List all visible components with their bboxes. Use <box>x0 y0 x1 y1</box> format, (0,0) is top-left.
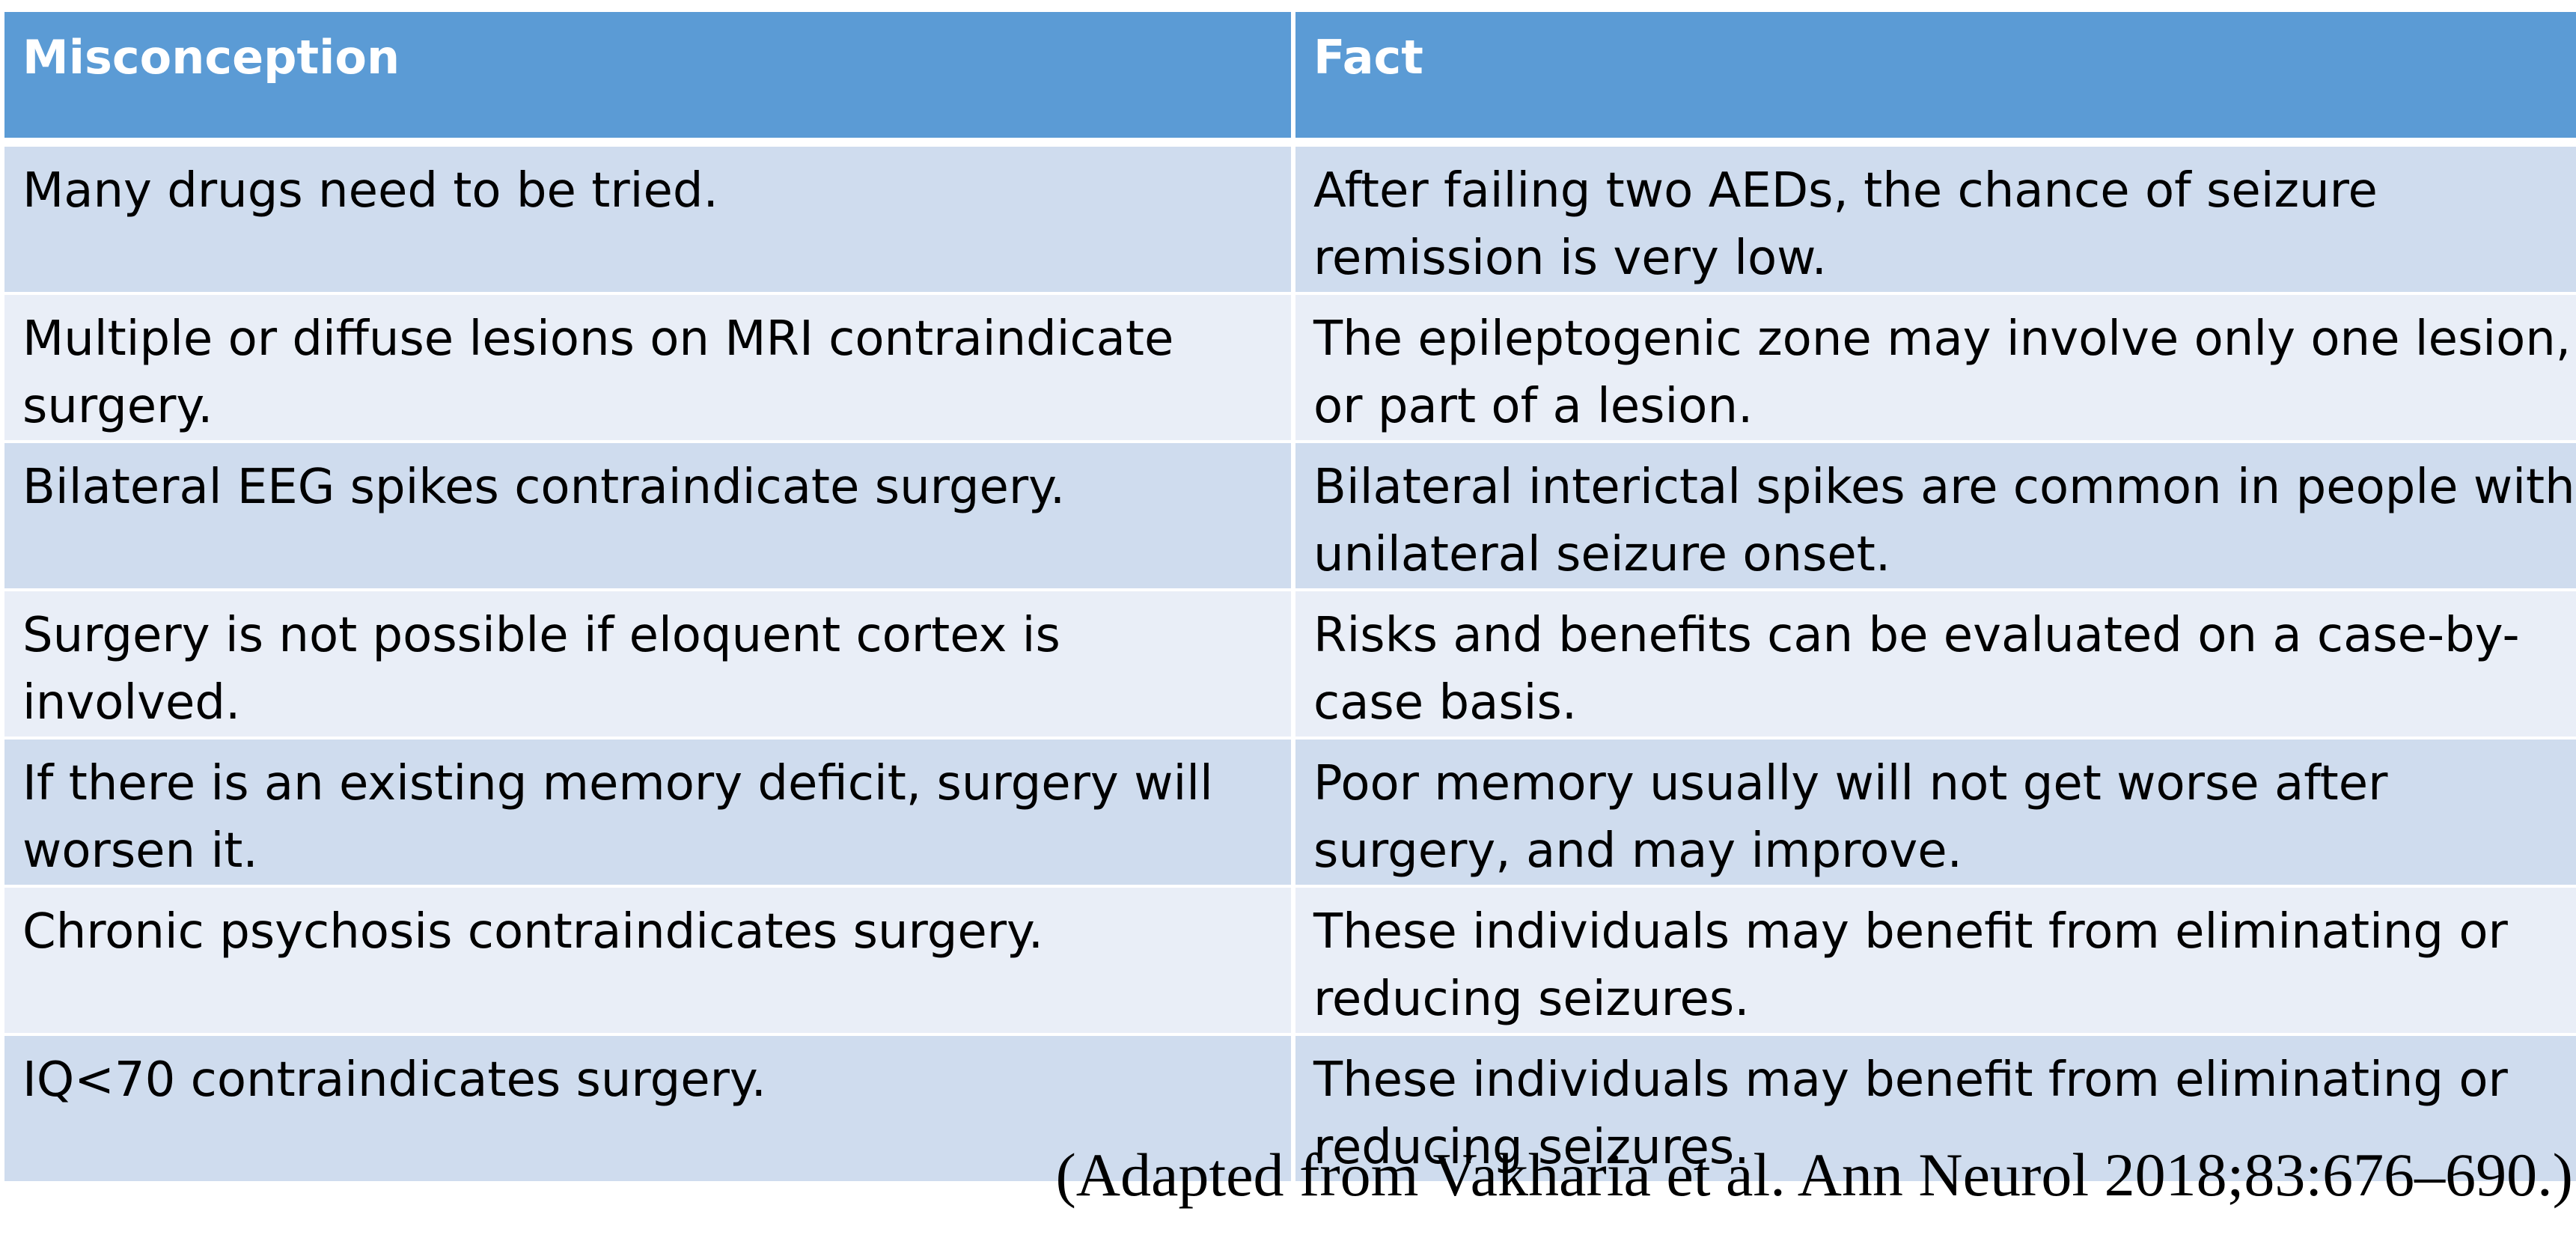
table-row: Many drugs need to be tried. After faili… <box>4 142 2576 295</box>
header-row: Misconception Fact <box>4 12 2576 147</box>
fact-cell: Risks and benefits can be evaluated on a… <box>1293 590 2576 740</box>
misconception-cell: IQ<70 contraindicates surgery. <box>4 1034 1295 1181</box>
table-row: Multiple or diffuse lesions on MRI contr… <box>4 293 2576 443</box>
fact-cell: Poor memory usually will not get worse a… <box>1293 738 2576 888</box>
fact-cell: Bilateral interictal spikes are common i… <box>1293 442 2576 591</box>
table-row: Surgery is not possible if eloquent cort… <box>4 590 2576 740</box>
table-row: If there is an existing memory deficit, … <box>4 738 2576 888</box>
misconception-cell: Bilateral EEG spikes contraindicate surg… <box>4 442 1295 591</box>
fact-cell: These individuals may benefit from elimi… <box>1293 1034 2576 1181</box>
misconception-cell: Chronic psychosis contraindicates surger… <box>4 886 1295 1036</box>
misconception-cell: If there is an existing memory deficit, … <box>4 738 1295 888</box>
table-row: Bilateral EEG spikes contraindicate surg… <box>4 442 2576 591</box>
header-fact: Fact <box>1293 12 2576 147</box>
misconception-cell: Many drugs need to be tried. <box>4 142 1295 295</box>
misconception-cell: Multiple or diffuse lesions on MRI contr… <box>4 293 1295 443</box>
header-misconception: Misconception <box>4 12 1295 147</box>
fact-cell: After failing two AEDs, the chance of se… <box>1293 142 2576 295</box>
misconception-cell: Surgery is not possible if eloquent cort… <box>4 590 1295 740</box>
table-row: IQ<70 contraindicates surgery. These ind… <box>4 1034 2576 1181</box>
table-row: Chronic psychosis contraindicates surger… <box>4 886 2576 1036</box>
citation: (Adapted from Vakharia et al. Ann Neurol… <box>1055 1141 2573 1209</box>
fact-cell: The epileptogenic zone may involve only … <box>1293 293 2576 443</box>
misconception-fact-table: Misconception Fact Many drugs need to be… <box>4 12 2576 1181</box>
fact-cell: These individuals may benefit from elimi… <box>1293 886 2576 1036</box>
